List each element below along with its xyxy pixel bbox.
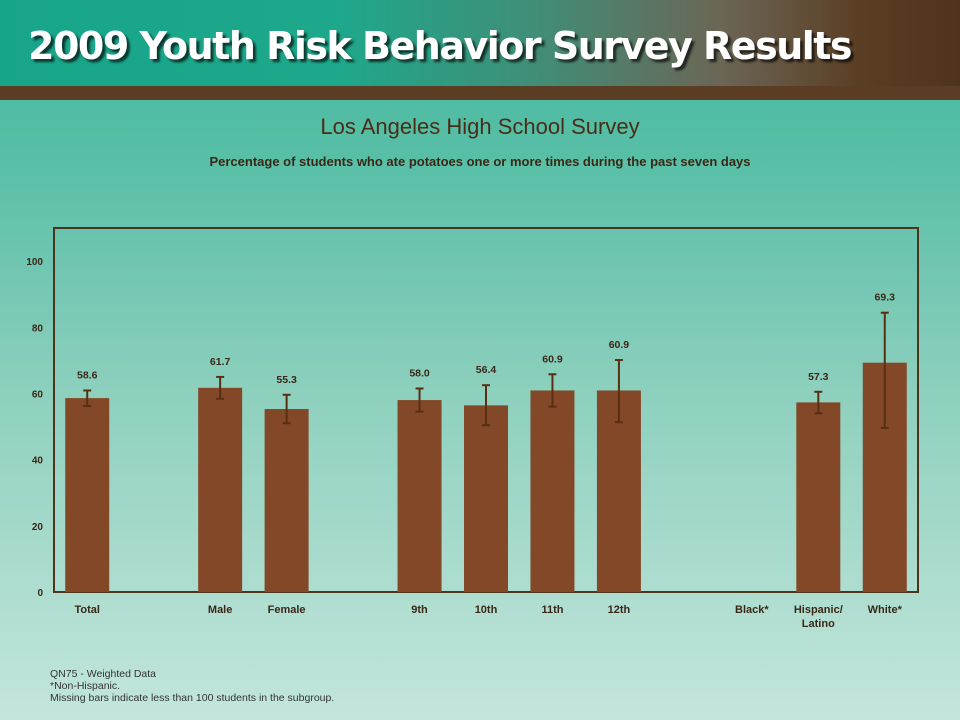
category-label: Black* <box>735 604 769 616</box>
bar <box>264 409 309 592</box>
bar <box>530 390 575 592</box>
y-tick-label: 0 <box>37 588 43 599</box>
bar-chart: 0 20 40 60 80 100 58.6 Total 61.7 Male 55.3 Female 5… <box>26 227 919 630</box>
category-label: 11th <box>541 604 563 616</box>
data-label: 56.4 <box>476 364 497 376</box>
data-label: 55.3 <box>276 374 297 386</box>
header-banner: 2009 Youth Risk Behavior Survey Results <box>0 0 960 86</box>
category-label: Total <box>74 604 99 616</box>
y-tick-label: 20 <box>32 522 44 533</box>
bar <box>65 398 110 592</box>
footnote-non-hispanic: *Non-Hispanic. <box>50 680 121 692</box>
footnotes: QN75 - Weighted Data *Non-Hispanic. Miss… <box>50 668 334 704</box>
y-tick-label: 60 <box>32 389 44 400</box>
y-tick-label: 100 <box>26 257 43 268</box>
data-label: 58.0 <box>409 367 430 379</box>
bar <box>464 405 508 592</box>
bar <box>596 390 641 592</box>
data-label: 69.3 <box>875 292 896 304</box>
data-label: 60.9 <box>609 339 630 351</box>
data-label: 57.3 <box>808 371 829 383</box>
bar <box>796 402 841 592</box>
category-label: 9th <box>411 604 428 616</box>
header-divider <box>0 86 960 100</box>
banner-title: 2009 Youth Risk Behavior Survey Results <box>28 24 853 68</box>
data-label: 61.7 <box>210 356 231 368</box>
footnote-data-source: QN75 - Weighted Data <box>50 668 157 680</box>
category-label: 12th <box>608 604 631 616</box>
y-tick-label: 80 <box>32 323 44 334</box>
category-label: White* <box>868 604 903 616</box>
category-label: Female <box>268 604 306 616</box>
category-label: 10th <box>475 604 498 616</box>
chart-subtitle: Percentage of students who ate potatoes … <box>209 154 751 169</box>
data-label: 60.9 <box>542 353 563 365</box>
chart-title: Los Angeles High School Survey <box>320 114 640 139</box>
category-label: Hispanic/Latino <box>794 604 843 630</box>
bar <box>198 387 243 592</box>
y-tick-label: 40 <box>32 456 44 467</box>
bar <box>397 400 442 592</box>
footnote-missing-bars: Missing bars indicate less than 100 stud… <box>50 692 335 704</box>
category-label: Male <box>208 604 232 616</box>
data-label: 58.6 <box>77 369 98 381</box>
